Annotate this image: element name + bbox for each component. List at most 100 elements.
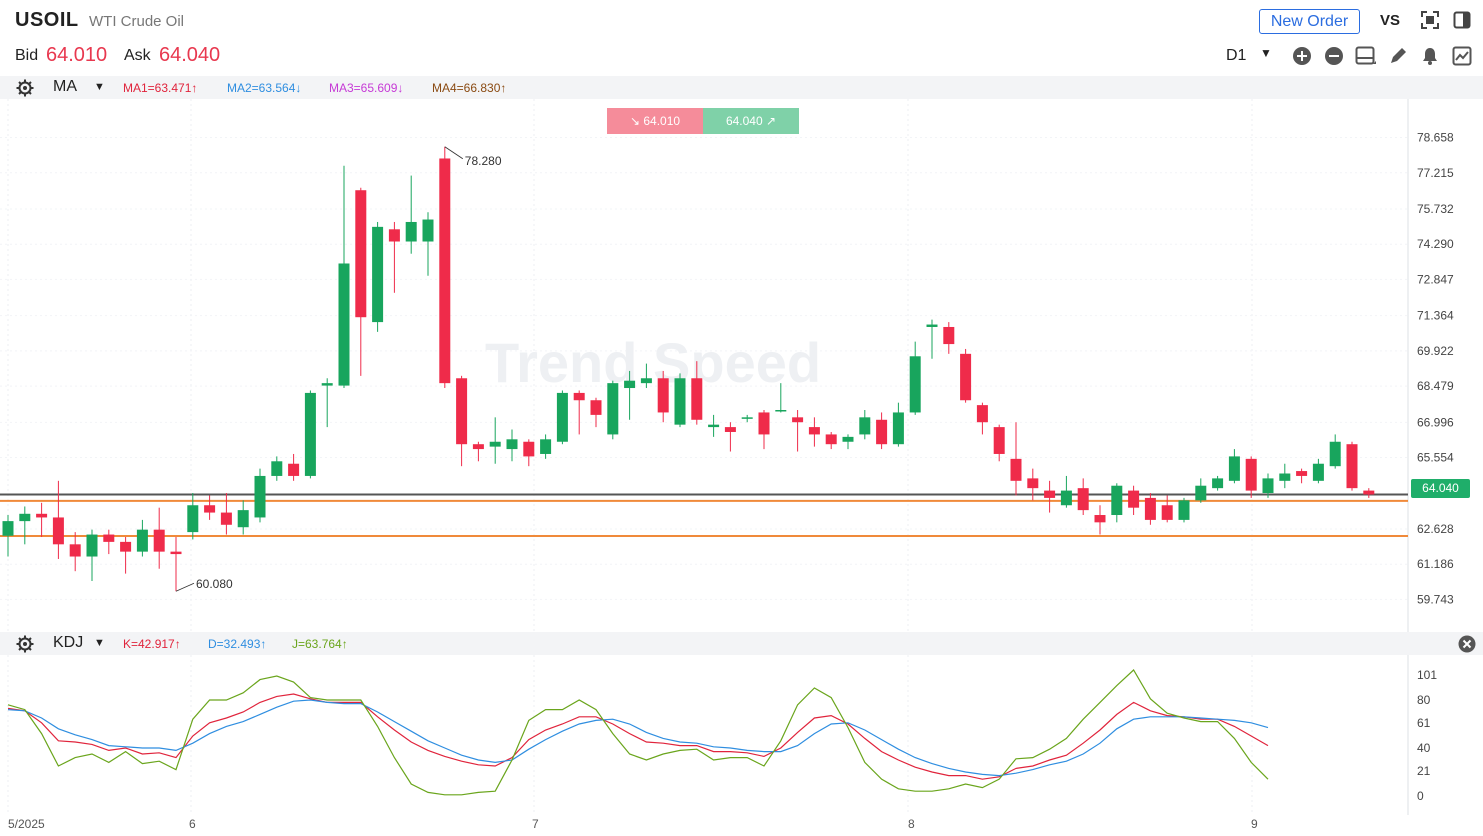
kdj-tick-label: 80 (1417, 693, 1431, 707)
x-axis-label: 7 (532, 817, 539, 831)
kdj-j-line (7, 669, 1269, 796)
candle (1161, 495, 1173, 523)
candle (775, 383, 787, 413)
candle (691, 361, 703, 425)
price-tick-label: 77.215 (1417, 166, 1454, 180)
candle (724, 422, 736, 452)
kdj-j-value: J=63.764↑ (292, 637, 348, 651)
alert-bell-icon[interactable] (1419, 45, 1441, 67)
buy-quote-button[interactable]: 64.040 ↗ (703, 108, 799, 134)
ma1-value: MA1=63.471↑ (123, 81, 198, 95)
candle (1144, 493, 1156, 525)
x-axis-label: 9 (1251, 817, 1258, 831)
candle (388, 221, 400, 293)
candle (288, 453, 300, 481)
kdj-indicator-select[interactable]: KDJ (53, 634, 84, 651)
kdj-settings-gear-icon[interactable] (14, 633, 36, 655)
candle-body (1094, 515, 1106, 523)
kdj-chart[interactable]: 101 80 61 40 21 0 (0, 655, 1483, 815)
timeframe-select[interactable]: D1 (1226, 47, 1247, 64)
candle-body (1128, 490, 1140, 508)
low-annotation-label: 60.080 (196, 577, 233, 591)
zoom-out-icon[interactable] (1323, 45, 1345, 67)
sell-quote-button[interactable]: ↘ 64.010 (607, 108, 703, 134)
ask-label: Ask (124, 47, 151, 64)
candle-body (691, 378, 703, 420)
price-tick-label: 74.290 (1417, 237, 1454, 251)
kdj-tick-label: 21 (1417, 764, 1431, 778)
zoom-in-icon[interactable] (1291, 45, 1313, 67)
candle-body (321, 383, 333, 386)
close-kdj-icon[interactable] (1456, 633, 1478, 655)
price-tick-label: 61.186 (1417, 557, 1454, 571)
bid-value: 64.010 (46, 44, 108, 66)
bid-label: Bid (15, 47, 39, 64)
candle (892, 402, 904, 447)
x-axis-label: 8 (908, 817, 915, 831)
candle (708, 414, 720, 437)
candle-body (1195, 485, 1207, 501)
candle-body (153, 529, 165, 552)
kdj-caret-down-icon[interactable]: ▼ (94, 637, 105, 649)
candle-body (52, 517, 64, 545)
candle-body (405, 221, 417, 242)
price-tick-label: 59.743 (1417, 592, 1454, 606)
indicator-chart-icon[interactable] (1451, 45, 1473, 67)
vs-button[interactable]: VS (1380, 12, 1401, 29)
candle (69, 532, 81, 572)
caret-down-icon[interactable]: ▼ (1260, 46, 1272, 60)
price-tick-label: 78.658 (1417, 131, 1454, 145)
candle-body (657, 378, 669, 413)
candle (220, 493, 232, 535)
draw-pencil-icon[interactable] (1387, 45, 1409, 67)
candle-body (456, 378, 468, 445)
fullscreen-icon[interactable] (1419, 9, 1441, 31)
candle (1010, 422, 1022, 496)
candle-body (758, 412, 770, 435)
candle-body (556, 392, 568, 442)
candle (136, 519, 148, 557)
candle-body (1279, 473, 1291, 481)
candle-body (69, 544, 81, 557)
candle-body (876, 419, 888, 445)
candle-body (2, 521, 14, 536)
candle-body (204, 505, 216, 513)
candle (422, 212, 434, 276)
candle-body (640, 378, 652, 384)
candle-body (976, 405, 988, 423)
candle-body (388, 229, 400, 242)
candle (1329, 434, 1341, 469)
candle (1060, 475, 1072, 508)
candle (321, 378, 333, 428)
new-order-button[interactable]: New Order (1259, 9, 1360, 34)
ma-caret-down-icon[interactable]: ▼ (94, 81, 105, 93)
candle (825, 431, 837, 450)
ma-settings-gear-icon[interactable] (14, 77, 36, 99)
candle-body (624, 380, 636, 389)
candle-body (1144, 497, 1156, 520)
candle (1363, 488, 1375, 498)
candle-body (422, 219, 434, 242)
candle (19, 506, 31, 545)
candle-body (590, 400, 602, 415)
sidebar-toggle-icon[interactable] (1451, 9, 1473, 31)
ma-indicator-select[interactable]: MA (53, 78, 77, 95)
candle (506, 429, 518, 462)
candle (943, 322, 955, 354)
candle (36, 502, 48, 537)
layout-icon[interactable] (1355, 45, 1377, 67)
candle (472, 441, 484, 462)
candle-body (472, 444, 484, 450)
candle (456, 375, 468, 467)
candle (741, 414, 753, 423)
candle-body (1060, 490, 1072, 506)
price-chart[interactable]: Trend Speed 78.658 77.215 75.732 74.290 72.8… (0, 99, 1483, 632)
candle-body (304, 392, 316, 476)
high-annotation-label: 78.280 (465, 154, 502, 168)
candle-body (1077, 488, 1089, 511)
price-tick-label: 72.847 (1417, 272, 1454, 286)
candle-body (909, 356, 921, 413)
candle (993, 424, 1005, 462)
candle-body (859, 417, 871, 435)
candle (1094, 505, 1106, 535)
